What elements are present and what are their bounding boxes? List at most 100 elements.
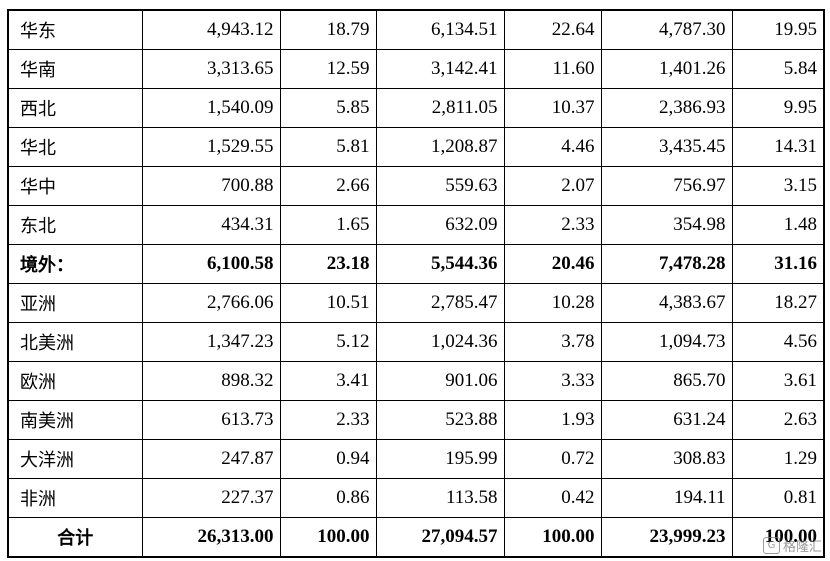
table-row: 华南 3,313.65 12.59 3,142.41 11.60 1,401.26 5.84 — [7, 49, 825, 89]
value-cell: 354.98 — [600, 205, 733, 245]
table-row: 华中 700.88 2.66 559.63 2.07 756.97 3.15 — [7, 166, 825, 206]
value-cell: 9.95 — [731, 88, 825, 128]
value-cell: 2.33 — [279, 400, 377, 440]
value-cell: 2,386.93 — [600, 88, 733, 128]
value-cell: 3.78 — [503, 322, 602, 362]
value-cell: 3,142.41 — [375, 49, 505, 89]
value-cell: 0.86 — [279, 478, 377, 518]
value-cell: 5.85 — [279, 88, 377, 128]
value-cell: 11.60 — [503, 49, 602, 89]
value-cell: 631.24 — [600, 400, 733, 440]
region-cell: 华东 — [7, 9, 143, 50]
value-cell: 10.51 — [279, 283, 377, 323]
value-cell: 2,766.06 — [141, 283, 281, 323]
value-cell: 14.31 — [731, 127, 825, 167]
value-cell: 100.00 — [731, 517, 825, 558]
value-cell: 12.59 — [279, 49, 377, 89]
table-row: 东北 434.31 1.65 632.09 2.33 354.98 1.48 — [7, 205, 825, 245]
value-cell: 27,094.57 — [375, 517, 505, 558]
value-cell: 1.48 — [731, 205, 825, 245]
value-cell: 100.00 — [503, 517, 602, 558]
value-cell: 4.46 — [503, 127, 602, 167]
value-cell: 3.33 — [503, 361, 602, 401]
value-cell: 195.99 — [375, 439, 505, 479]
value-cell: 865.70 — [600, 361, 733, 401]
value-cell: 700.88 — [141, 166, 281, 206]
table-row: 北美洲 1,347.23 5.12 1,024.36 3.78 1,094.73 4.56 — [7, 322, 825, 362]
value-cell: 1,529.55 — [141, 127, 281, 167]
value-cell: 4,383.67 — [600, 283, 733, 323]
watermark-text: 格隆汇 — [782, 540, 822, 555]
value-cell: 7,478.28 — [600, 244, 733, 284]
value-cell: 5,544.36 — [375, 244, 505, 284]
value-cell: 523.88 — [375, 400, 505, 440]
regional-revenue-table: 华东 4,943.12 18.79 6,134.51 22.64 4,787.30 19.9… — [7, 9, 825, 558]
value-cell: 10.37 — [503, 88, 602, 128]
value-cell: 1.29 — [731, 439, 825, 479]
region-cell: 北美洲 — [7, 322, 143, 362]
value-cell: 2.66 — [279, 166, 377, 206]
value-cell: 3.61 — [731, 361, 825, 401]
value-cell: 2.63 — [731, 400, 825, 440]
region-cell: 华南 — [7, 49, 143, 89]
value-cell: 2,811.05 — [375, 88, 505, 128]
value-cell: 26,313.00 — [141, 517, 281, 558]
value-cell: 22.64 — [503, 9, 602, 50]
value-cell: 308.83 — [600, 439, 733, 479]
region-cell: 非洲 — [7, 478, 143, 518]
value-cell: 434.31 — [141, 205, 281, 245]
value-cell: 1.93 — [503, 400, 602, 440]
watermark: G 格隆汇 — [762, 536, 822, 555]
region-cell: 西北 — [7, 88, 143, 128]
value-cell: 1.65 — [279, 205, 377, 245]
region-cell: 境外： — [7, 244, 143, 284]
region-cell: 华北 — [7, 127, 143, 167]
value-cell: 6,134.51 — [375, 9, 505, 50]
value-cell: 0.81 — [731, 478, 825, 518]
value-cell: 23.18 — [279, 244, 377, 284]
value-cell: 901.06 — [375, 361, 505, 401]
value-cell: 4,943.12 — [141, 9, 281, 50]
table-row: 境外： 6,100.58 23.18 5,544.36 20.46 7,478.28 31.… — [7, 244, 825, 284]
table-row: 欧洲 898.32 3.41 901.06 3.33 865.70 3.61 — [7, 361, 825, 401]
value-cell: 613.73 — [141, 400, 281, 440]
region-cell: 东北 — [7, 205, 143, 245]
value-cell: 0.94 — [279, 439, 377, 479]
value-cell: 227.37 — [141, 478, 281, 518]
value-cell: 898.32 — [141, 361, 281, 401]
value-cell: 2,785.47 — [375, 283, 505, 323]
value-cell: 6,100.58 — [141, 244, 281, 284]
value-cell: 20.46 — [503, 244, 602, 284]
region-cell: 大洋洲 — [7, 439, 143, 479]
region-cell: 华中 — [7, 166, 143, 206]
value-cell: 23,999.23 — [600, 517, 733, 558]
region-cell: 南美洲 — [7, 400, 143, 440]
region-cell: 亚洲 — [7, 283, 143, 323]
value-cell: 5.81 — [279, 127, 377, 167]
value-cell: 5.12 — [279, 322, 377, 362]
table-row: 南美洲 613.73 2.33 523.88 1.93 631.24 2.63 — [7, 400, 825, 440]
value-cell: 31.16 — [731, 244, 825, 284]
watermark-logo-icon: G — [762, 537, 780, 554]
table-row: 华东 4,943.12 18.79 6,134.51 22.64 4,787.30 19.9… — [7, 9, 825, 50]
table-row: 亚洲 2,766.06 10.51 2,785.47 10.28 4,383.67 18.2… — [7, 283, 825, 323]
value-cell: 756.97 — [600, 166, 733, 206]
value-cell: 2.07 — [503, 166, 602, 206]
value-cell: 3,313.65 — [141, 49, 281, 89]
value-cell: 10.28 — [503, 283, 602, 323]
value-cell: 1,208.87 — [375, 127, 505, 167]
value-cell: 0.72 — [503, 439, 602, 479]
value-cell: 1,094.73 — [600, 322, 733, 362]
value-cell: 18.27 — [731, 283, 825, 323]
value-cell: 2.33 — [503, 205, 602, 245]
value-cell: 100.00 — [279, 517, 377, 558]
table-row: 华北 1,529.55 5.81 1,208.87 4.46 3,435.45 14.31 — [7, 127, 825, 167]
value-cell: 559.63 — [375, 166, 505, 206]
value-cell: 19.95 — [731, 9, 825, 50]
value-cell: 0.42 — [503, 478, 602, 518]
value-cell: 3.41 — [279, 361, 377, 401]
table-row: 西北 1,540.09 5.85 2,811.05 10.37 2,386.93 9.95 — [7, 88, 825, 128]
value-cell: 1,347.23 — [141, 322, 281, 362]
value-cell: 18.79 — [279, 9, 377, 50]
value-cell: 1,401.26 — [600, 49, 733, 89]
